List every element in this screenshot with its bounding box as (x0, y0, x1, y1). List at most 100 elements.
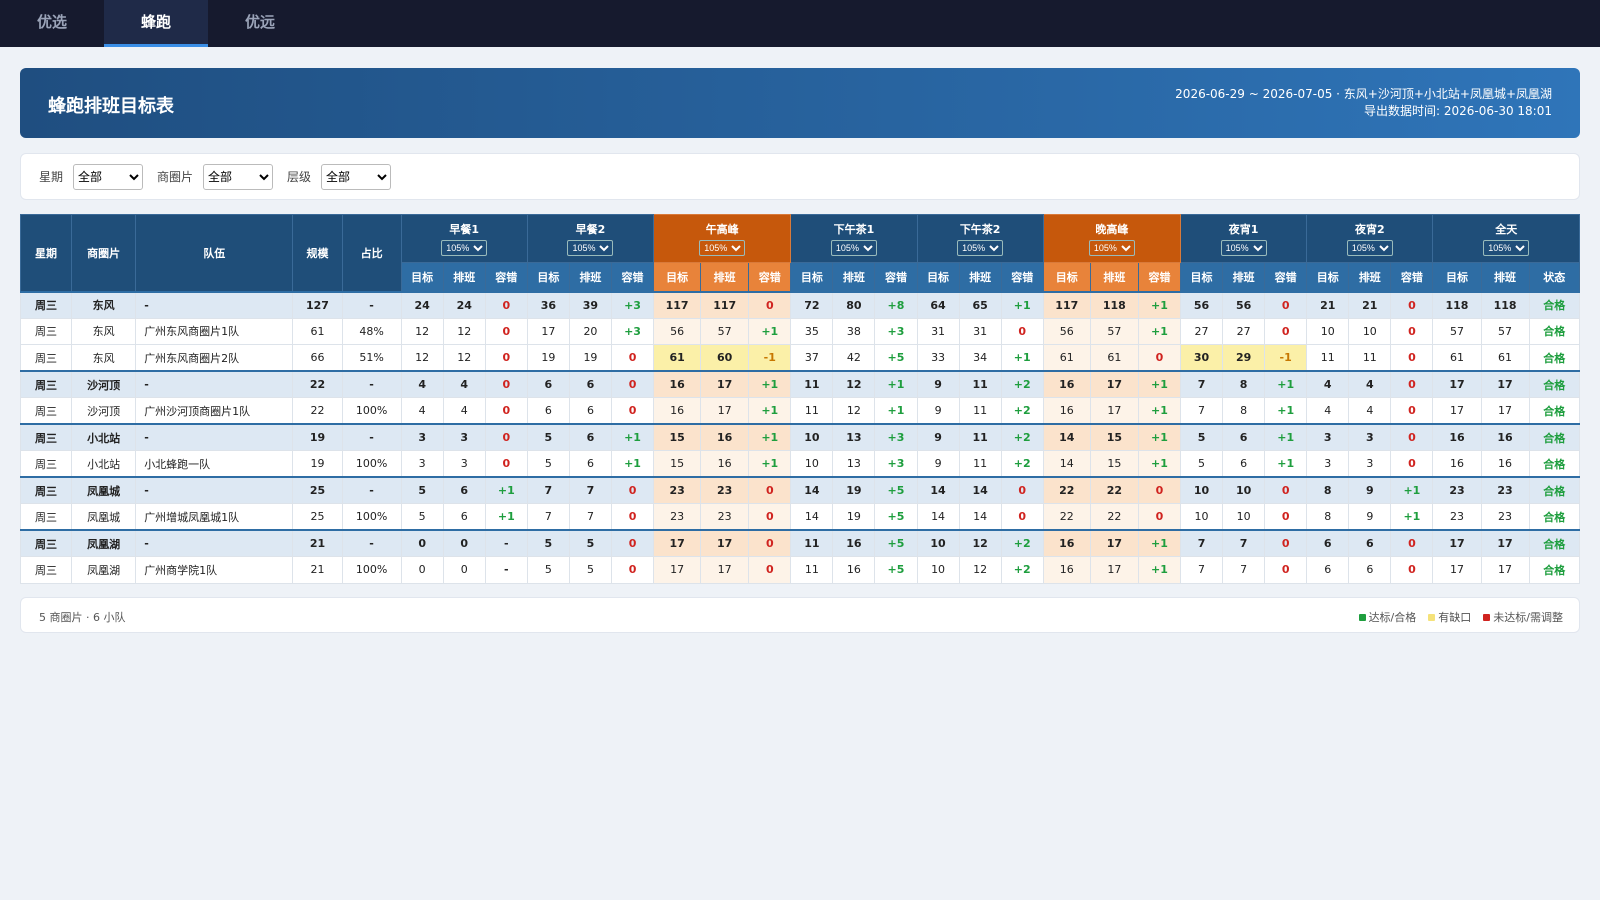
table-cell: 0 (1264, 503, 1308, 531)
table-cell: 合格 (1528, 290, 1581, 319)
column-header: 规模 (292, 214, 343, 292)
sub-header: 目标 (790, 262, 834, 292)
table-cell: 10 (790, 450, 834, 478)
table-cell: 56 (653, 317, 702, 345)
table-cell: 31 (916, 317, 960, 345)
table-cell: - (484, 529, 528, 557)
period-name: 早餐2 (575, 223, 606, 236)
page-title: 蜂跑排班目标表 (48, 96, 174, 117)
table-cell: 7 (1179, 397, 1224, 425)
sub-header: 容错 (1390, 262, 1434, 292)
sub-header: 排班 (568, 262, 612, 292)
table-cell: 4 (400, 370, 444, 398)
rate-select[interactable]: 105% (957, 240, 1004, 256)
table-cell: 合格 (1528, 423, 1581, 451)
table-cell: 17 (1089, 397, 1139, 425)
rate-select[interactable]: 105% (441, 240, 488, 256)
period-header: 早餐2 105% (526, 214, 655, 263)
table-cell: +5 (874, 556, 918, 584)
table-cell: 0 (484, 290, 528, 319)
table-cell: 117 (700, 290, 750, 319)
table-cell: 14 (958, 503, 1002, 531)
table-cell: 14 (916, 476, 960, 504)
rate-select[interactable]: 105% (699, 240, 746, 256)
sub-header: 容错 (748, 262, 792, 292)
sub-header: 目标 (1179, 262, 1224, 292)
sub-header: 排班 (1089, 262, 1139, 292)
table-cell: 16 (1042, 397, 1091, 425)
table-cell: 17 (526, 317, 570, 345)
sub-header: 目标 (653, 262, 702, 292)
rate-select[interactable]: 105% (1220, 240, 1267, 256)
table-cell: 周三 (19, 556, 73, 584)
table-cell: +1 (748, 370, 792, 398)
table-cell: 17 (1432, 529, 1482, 557)
table-cell: 5 (526, 556, 570, 584)
period-name: 夜宵2 (1355, 223, 1385, 236)
nav-tab[interactable]: 优远 (244, 13, 275, 31)
rate-select[interactable]: 105% (1346, 240, 1393, 256)
nav-tab[interactable]: 蜂跑 (104, 0, 208, 47)
table-cell: 广州沙河顶商圈片1队 (135, 397, 294, 425)
table-cell: - (341, 370, 402, 398)
table-cell: 57 (1480, 317, 1530, 345)
table-cell: 23 (653, 476, 702, 504)
table-cell: 3 (1306, 423, 1350, 451)
table-cell: 6 (1306, 556, 1350, 584)
table-cell: 10 (1222, 503, 1266, 531)
table-cell: 56 (1042, 317, 1091, 345)
table-cell: +3 (874, 423, 918, 451)
table-cell: 23 (700, 503, 750, 531)
table-cell: +1 (748, 317, 792, 345)
team-row: 周三 东风 广州东风商圈片2队 66 51% 12 12 0 19 19 0 61 60 -1 37 42 +5… (19, 344, 1581, 372)
table-cell: 12 (958, 556, 1002, 584)
table-cell: 17 (1089, 370, 1139, 398)
table-cell: 16 (653, 370, 702, 398)
table-cell: +2 (1000, 450, 1044, 478)
table-cell: 3 (1306, 450, 1350, 478)
period-header: 夜宵1 105% (1179, 214, 1308, 263)
table-cell: 24 (442, 290, 486, 319)
nav-tab[interactable]: 优选 (36, 13, 67, 31)
table-cell: +1 (1137, 290, 1182, 319)
table-cell: - (135, 290, 294, 319)
table-cell: 0 (1000, 317, 1044, 345)
filter-select[interactable]: 全部 (73, 163, 144, 190)
table-cell: 沙河顶 (71, 370, 137, 398)
table-cell: 10 (1179, 503, 1224, 531)
column-header: 商圈片 (71, 214, 137, 292)
table-cell: +1 (1137, 529, 1182, 557)
sub-header: 容错 (1137, 262, 1182, 292)
filter-select[interactable]: 全部 (321, 163, 392, 190)
table-cell: 61 (1480, 344, 1530, 372)
table-cell: +1 (1000, 290, 1044, 319)
rate-select[interactable]: 105% (567, 240, 614, 256)
table-cell: 21 (292, 529, 343, 557)
rate-select[interactable]: 105% (1088, 240, 1135, 256)
filter-select[interactable]: 全部 (203, 163, 274, 190)
table-cell: 11 (958, 397, 1002, 425)
table-cell: 60 (700, 344, 750, 372)
legend-label: 有缺口 (1438, 611, 1472, 624)
table-cell: 7 (1222, 529, 1266, 557)
legend: 达标/合格 有缺口 未达标/需调整 (1358, 609, 1563, 625)
table-cell: 合格 (1528, 529, 1581, 557)
table-cell: +1 (610, 450, 655, 478)
rate-select[interactable]: 105% (1483, 240, 1530, 256)
table-cell: 11 (1306, 344, 1350, 372)
table-cell: 10 (1306, 317, 1350, 345)
table-cell: 6 (1222, 423, 1266, 451)
table-cell: - (135, 370, 294, 398)
table-cell: 14 (790, 503, 834, 531)
table-cell: +1 (1137, 450, 1182, 478)
column-header: 队伍 (135, 214, 294, 292)
table-cell: +1 (1137, 317, 1182, 345)
rate-select[interactable]: 105% (830, 240, 877, 256)
table-cell: 61 (653, 344, 702, 372)
table-cell: 39 (568, 290, 612, 319)
table-cell: 5 (1179, 450, 1224, 478)
table-cell: - (341, 529, 402, 557)
table-cell: 5 (400, 476, 444, 504)
table-cell: 17 (653, 556, 702, 584)
table-cell: 14 (916, 503, 960, 531)
